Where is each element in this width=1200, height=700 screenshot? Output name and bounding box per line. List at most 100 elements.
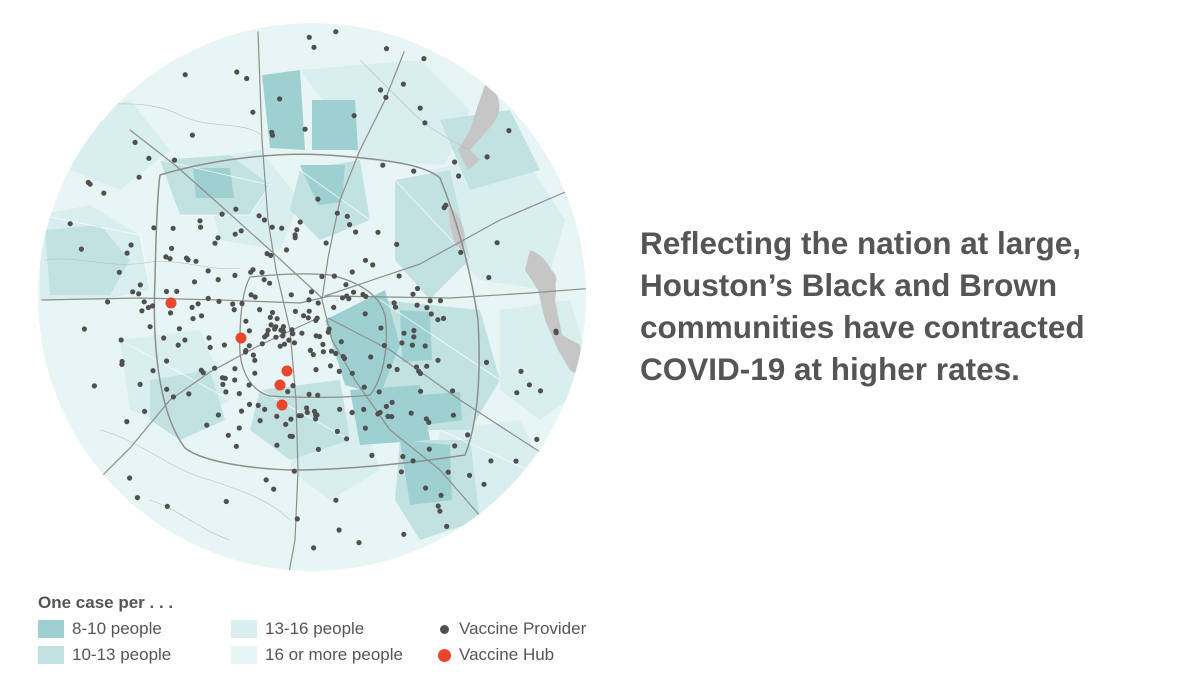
vaccine-provider-marker [344,293,350,299]
vaccine-provider-marker [269,309,276,316]
vaccine-provider-marker [231,307,237,313]
region-borders [39,159,551,481]
vaccine-provider-marker [250,267,256,273]
vaccine-provider-marker [200,370,206,376]
vaccine-provider-marker [183,255,190,261]
vaccine-provider-marker [145,304,151,311]
vaccine-provider-marker [283,247,290,253]
vaccine-provider-marker [167,310,174,316]
vaccine-provider-marker [344,436,350,442]
vaccine-provider-marker [466,472,473,478]
vaccine-provider-marker [394,366,400,373]
vaccine-provider-marker [164,386,170,392]
vaccine-provider-marker [369,452,375,458]
vaccine-provider-marker [362,311,368,317]
vaccine-provider-marker [219,375,226,381]
vaccine-provider-marker [170,225,176,231]
vaccine-provider-marker [483,359,490,365]
vaccine-provider-marker [456,173,462,179]
vaccine-provider-marker [400,81,406,87]
vaccine-provider-marker [526,382,533,388]
vaccine-provider-marker [146,155,152,161]
vaccine-provider-marker [149,303,156,309]
vaccine-provider-marker [116,269,122,275]
vaccine-provider-marker [323,240,329,246]
vaccine-provider-marker [142,408,148,414]
vaccine-provider-marker [315,196,321,202]
vaccine-provider-marker [256,213,262,219]
vaccine-provider-marker [378,87,384,93]
vaccine-provider-marker [283,421,289,427]
vaccine-provider-marker [151,225,157,231]
vaccine-provider-marker [383,94,389,100]
legend-swatch-10-13 [38,646,64,664]
vaccine-provider-marker [394,241,400,247]
vaccine-provider-marker [301,313,307,319]
vaccine-provider-marker [193,258,199,264]
vaccine-provider-marker [176,326,182,332]
vaccine-provider-marker [427,298,433,304]
vaccine-provider-marker [356,540,362,546]
vaccine-provider-marker [414,302,420,308]
vaccine-provider-marker [392,304,399,310]
vaccine-provider-marker [288,416,294,422]
vaccine-provider-marker [306,391,312,397]
vaccine-provider-marker [291,340,297,346]
vaccine-provider-marker [219,211,225,217]
vaccine-provider-marker [383,403,389,409]
vaccine-provider-marker [118,337,124,343]
vaccine-provider-marker [246,401,253,407]
vaccine-provider-marker [150,368,156,374]
water-bodies [448,85,585,380]
vaccine-provider-marker [198,313,205,319]
vaccine-provider-marker [186,391,192,397]
headline-line-3: communities have contracted [640,309,1085,345]
vaccine-provider-marker [127,475,133,481]
vaccine-provider-marker [313,416,319,422]
region-8-10 [312,100,358,150]
legend-swatch-13-16 [231,620,257,638]
vaccine-provider-marker [313,317,319,323]
vaccine-provider-marker [182,72,188,78]
region-10-13 [440,110,540,190]
vaccine-hub-marker [165,297,177,309]
vaccine-provider-marker [315,392,321,398]
vaccine-provider-markers [67,29,559,551]
vaccine-provider-marker [119,358,125,365]
vaccine-provider-marker [383,46,390,52]
vaccine-provider-marker [411,168,417,174]
vaccine-provider-marker [408,410,414,416]
vaccine-provider-marker [328,348,335,354]
vaccine-provider-marker [67,221,73,227]
vaccine-provider-marker [189,132,195,138]
vaccine-provider-marker [243,318,249,324]
region-10-13 [395,170,470,300]
vaccine-provider-marker [105,299,111,305]
vaccine-hub-marker [274,379,286,391]
water-body [540,268,557,290]
legend-label-vaccine-hub: Vaccine Hub [459,645,555,664]
vaccine-provider-marker [361,384,367,390]
vaccine-provider-marker [101,190,107,196]
vaccine-provider-marker [274,413,280,419]
vaccine-provider-marker [257,307,263,313]
vaccine-provider-dot-icon [440,624,449,634]
vaccine-provider-marker [426,446,432,452]
vaccine-provider-marker [170,394,176,400]
vaccine-provider-marker [458,249,464,255]
region-10-13 [45,225,130,295]
vaccine-provider-marker [136,291,142,297]
vaccine-provider-marker [285,389,291,395]
vaccine-provider-marker [215,235,221,241]
vaccine-provider-marker [163,288,170,295]
vaccine-provider-marker [269,224,275,230]
vaccine-provider-marker [494,240,500,246]
vaccine-provider-marker [136,174,142,180]
legend-item-vaccine-hub: Vaccine Hub [438,645,554,665]
vaccine-provider-marker [385,413,391,419]
vaccine-provider-marker [381,342,387,349]
vaccine-provider-marker [306,308,312,314]
vaccine-provider-marker [422,120,428,126]
vaccine-provider-marker [413,364,420,370]
vaccine-provider-marker [320,349,326,355]
